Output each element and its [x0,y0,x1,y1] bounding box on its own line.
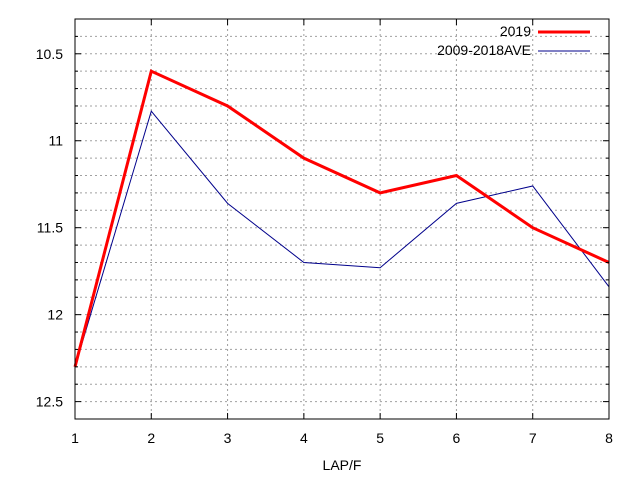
x-tick-label: 8 [605,430,613,446]
x-axis-title: LAP/F [323,457,362,473]
series-line-2009-2018ave [74,110,610,367]
x-tick-label: 4 [300,430,308,446]
x-tick-label: 5 [376,430,384,446]
grid-lines [75,19,609,419]
y-tick-label: 12.5 [36,394,63,410]
series-lines [73,69,610,368]
y-tick-label: 12 [47,307,63,323]
x-tick-label: 7 [529,430,537,446]
legend-label-2019: 2019 [500,23,531,39]
x-tick-label: 3 [224,430,232,446]
x-tick-label: 1 [71,430,79,446]
x-tick-label: 6 [453,430,461,446]
y-tick-label: 11.5 [37,220,63,236]
plot-frame [74,18,610,420]
x-tick-label: 2 [147,430,155,446]
series-line-2019 [73,69,610,368]
y-tick-label: 10.5 [36,46,63,62]
legend: 2019 2009-2018AVE [437,23,590,58]
legend-label-2009-2018ave: 2009-2018AVE [437,42,531,58]
y-tick-label: 11 [48,133,63,149]
